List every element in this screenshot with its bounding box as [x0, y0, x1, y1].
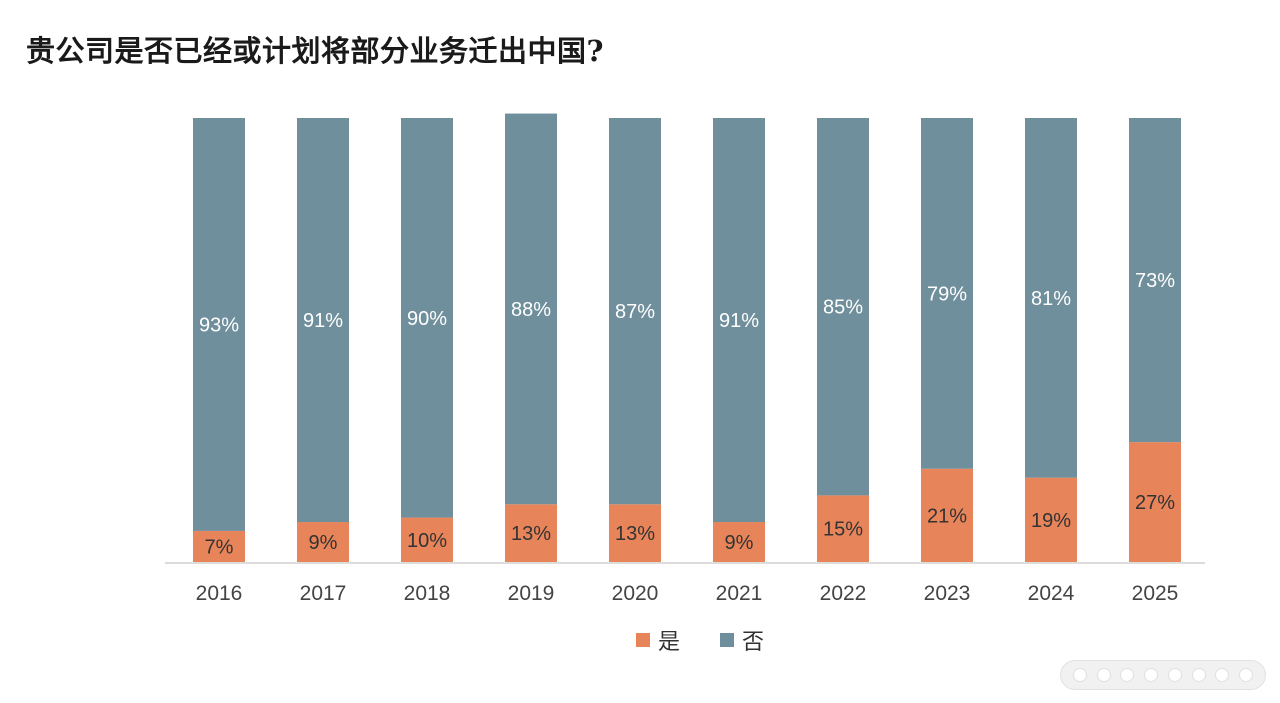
data-label-yes-2017: 9%	[309, 532, 338, 554]
data-label-no-2025: 73%	[1135, 270, 1175, 292]
data-label-no-2021: 91%	[719, 310, 759, 332]
watermark-dot	[1120, 668, 1135, 682]
bar-no-2016	[193, 118, 245, 531]
watermark-dot	[1096, 668, 1111, 682]
watermark-dot	[1167, 668, 1182, 682]
bar-yes-2018	[401, 517, 453, 562]
legend-item-yes: 是	[635, 624, 680, 656]
legend-swatch-no	[720, 633, 734, 647]
bar-no-2024	[1025, 118, 1077, 478]
x-tick-label-2020: 2020	[612, 582, 659, 605]
bar-yes-2022	[817, 495, 869, 562]
watermark-dot	[1191, 668, 1206, 682]
x-tick-label-2023: 2023	[924, 582, 971, 605]
bar-yes-2016	[193, 530, 245, 562]
watermark-dot	[1073, 668, 1087, 682]
x-tick-label-2021: 2021	[716, 582, 763, 605]
data-label-no-2018: 90%	[407, 308, 447, 330]
data-label-yes-2019: 13%	[511, 523, 551, 545]
x-tick-label-2024: 2024	[1028, 582, 1075, 605]
bar-no-2023	[921, 118, 973, 469]
watermark-dot	[1215, 668, 1230, 682]
legend-label-no: 否	[742, 629, 765, 654]
legend-item-no: 否	[720, 624, 764, 656]
watermark-dot	[1144, 668, 1159, 682]
legend-swatch-yes	[635, 633, 650, 647]
bar-yes-2025	[1129, 442, 1181, 562]
bar-no-2022	[817, 118, 869, 496]
legend-label-yes: 是	[657, 629, 680, 654]
data-label-yes-2021: 9%	[725, 532, 754, 554]
bar-no-2025	[1129, 118, 1181, 443]
legend: 是 否	[60, 624, 1280, 656]
bar-no-2017	[297, 118, 349, 523]
x-tick-label-2019: 2019	[508, 582, 555, 605]
data-label-yes-2016: 7%	[205, 536, 234, 558]
data-label-yes-2025: 27%	[1135, 492, 1175, 514]
bar-yes-2023	[921, 468, 973, 562]
data-label-yes-2020: 13%	[615, 523, 655, 545]
data-label-no-2016: 93%	[199, 314, 239, 336]
data-label-yes-2024: 19%	[1031, 510, 1071, 532]
data-label-no-2024: 81%	[1031, 288, 1071, 310]
watermark-dot	[1238, 668, 1253, 682]
data-label-yes-2023: 21%	[927, 505, 967, 527]
data-label-no-2019: 88%	[511, 299, 551, 321]
data-label-yes-2022: 15%	[823, 519, 863, 541]
data-label-no-2023: 79%	[927, 283, 967, 305]
x-tick-label-2022: 2022	[820, 582, 867, 605]
data-label-yes-2018: 10%	[407, 530, 447, 552]
bar-yes-2020	[609, 504, 661, 562]
bar-yes-2021	[713, 522, 765, 562]
bar-no-2021	[713, 118, 765, 523]
bar-yes-2024	[1025, 477, 1077, 562]
chart-title: 贵公司是否已经或计划将部分业务迁出中国?	[26, 34, 604, 68]
bar-no-2019	[505, 113, 557, 505]
x-tick-label-2025: 2025	[1132, 582, 1179, 605]
bar-no-2020	[609, 118, 661, 505]
bar-yes-2017	[297, 522, 349, 562]
data-label-no-2022: 85%	[823, 297, 863, 319]
data-label-no-2017: 91%	[303, 310, 343, 332]
x-tick-label-2016: 2016	[196, 582, 243, 605]
x-tick-label-2018: 2018	[404, 582, 451, 605]
bar-yes-2019	[505, 504, 557, 562]
bar-no-2018	[401, 118, 453, 518]
data-label-no-2020: 87%	[615, 301, 655, 323]
x-tick-label-2017: 2017	[300, 582, 347, 605]
watermark-decoration	[1060, 660, 1266, 690]
